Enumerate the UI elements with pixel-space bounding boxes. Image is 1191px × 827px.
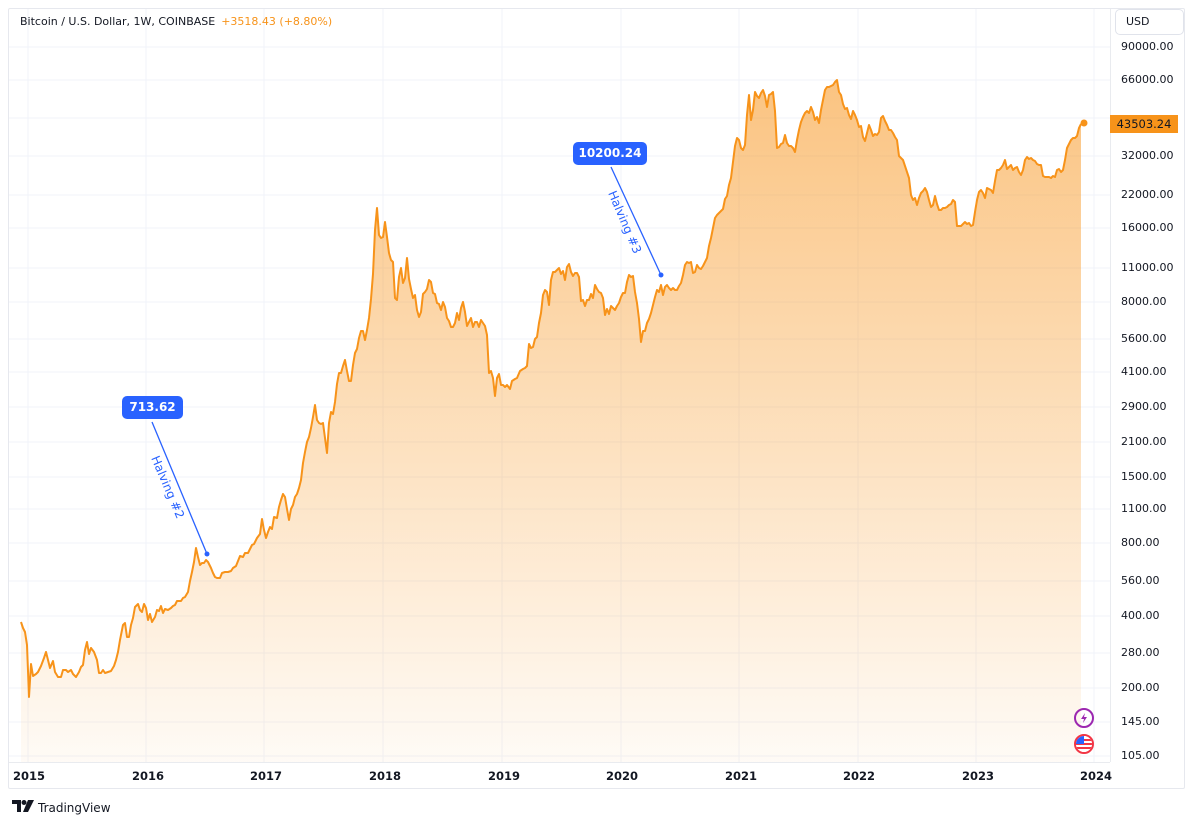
- halving-3-price-callout[interactable]: 10200.24: [573, 142, 647, 165]
- y-tick: 4100.00: [1121, 365, 1167, 378]
- chart-frame: [8, 8, 1185, 789]
- tradingview-logo-icon: [12, 800, 34, 816]
- symbol-title: Bitcoin / U.S. Dollar, 1W, COINBASE: [20, 15, 216, 28]
- y-tick: 800.00: [1121, 536, 1160, 549]
- y-tick: 280.00: [1121, 646, 1160, 659]
- y-tick: 66000.00: [1121, 73, 1174, 86]
- price-area: [21, 80, 1081, 762]
- price-line: [20, 79, 1082, 698]
- y-tick: 105.00: [1121, 750, 1160, 759]
- last-price-label: 43503.24: [1110, 115, 1178, 133]
- us-flag-icon[interactable]: [1074, 734, 1094, 754]
- x-tick: 2023: [962, 769, 995, 783]
- brand-name: TradingView: [38, 801, 111, 815]
- chart-legend: Bitcoin / U.S. Dollar, 1W, COINBASE +3518…: [20, 15, 332, 28]
- y-tick: 2100.00: [1121, 435, 1167, 448]
- x-tick: 2016: [132, 769, 165, 783]
- tradingview-branding[interactable]: TradingView: [12, 800, 111, 816]
- x-tick: 2019: [488, 769, 521, 783]
- halving-2-label: Halving #2: [148, 454, 187, 521]
- y-tick: 11000.00: [1121, 261, 1174, 274]
- y-tick: 145.00: [1121, 715, 1160, 728]
- price-axis[interactable]: [1110, 9, 1186, 762]
- x-tick: 2024: [1080, 769, 1113, 783]
- y-tick: 5600.00: [1121, 332, 1167, 345]
- price-chart-svg: Halving #2 Halving #3: [9, 9, 1110, 762]
- x-tick: 2015: [13, 769, 46, 783]
- y-tick: 1100.00: [1121, 502, 1167, 515]
- price-change: +3518.43 (+8.80%): [221, 15, 333, 28]
- currency-button[interactable]: USD: [1115, 9, 1184, 35]
- lightning-icon[interactable]: [1074, 708, 1094, 728]
- y-tick: 32000.00: [1121, 149, 1174, 162]
- last-price-dot: [1080, 119, 1088, 127]
- y-tick: 90000.00: [1121, 40, 1174, 53]
- y-tick: 560.00: [1121, 574, 1160, 587]
- x-tick: 2017: [250, 769, 283, 783]
- y-tick: 400.00: [1121, 609, 1160, 622]
- halving-2-price-callout[interactable]: 713.62: [122, 396, 183, 419]
- x-tick: 2020: [606, 769, 639, 783]
- x-tick: 2018: [369, 769, 402, 783]
- y-tick: 2900.00: [1121, 400, 1167, 413]
- halving-3-annotation: Halving #3: [605, 166, 664, 278]
- x-tick: 2021: [725, 769, 758, 783]
- y-tick: 1500.00: [1121, 470, 1167, 483]
- x-tick: 2022: [843, 769, 876, 783]
- chart-plot-area[interactable]: Halving #2 Halving #3: [9, 9, 1110, 762]
- y-tick: 16000.00: [1121, 221, 1174, 234]
- time-axis[interactable]: [9, 762, 1110, 790]
- y-tick: 8000.00: [1121, 295, 1167, 308]
- y-tick: 22000.00: [1121, 188, 1174, 201]
- halving-3-label: Halving #3: [605, 189, 644, 256]
- y-tick: 200.00: [1121, 681, 1160, 694]
